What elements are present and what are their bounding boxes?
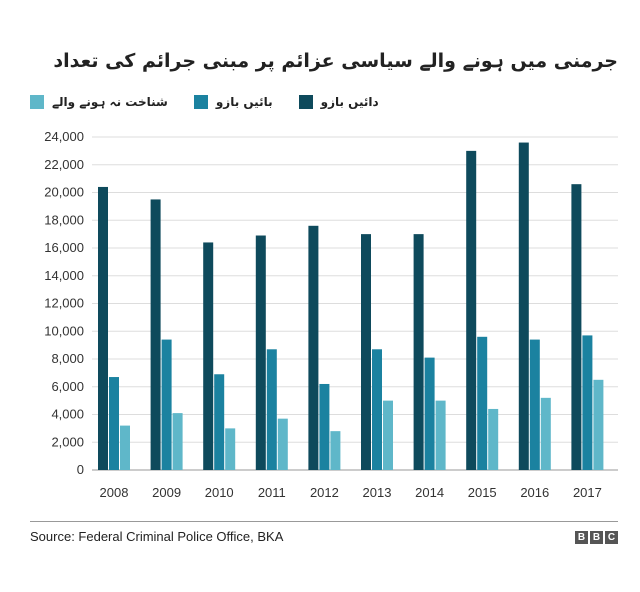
bar [150, 199, 161, 470]
bar [120, 425, 130, 470]
bar [518, 142, 529, 471]
x-tick-label: 2010 [205, 485, 234, 500]
x-tick-label: 2016 [520, 485, 549, 500]
bar [161, 339, 172, 470]
logo-letter: B [575, 531, 588, 544]
y-tick-label: 22,000 [44, 157, 84, 172]
bar [488, 408, 499, 470]
bar [98, 186, 108, 470]
bar [413, 234, 424, 470]
logo-letter: B [590, 531, 603, 544]
bar [571, 184, 582, 471]
legend-item-left-wing: بائیں بازو [193, 92, 273, 112]
chart-title: جرمنی میں ہونے والے سیاسی عزائم پر مبنی … [53, 50, 618, 72]
x-tick-label: 2014 [415, 485, 444, 500]
bar [172, 413, 183, 470]
y-tick-label: 18,000 [44, 212, 84, 227]
bar [424, 357, 435, 470]
bar [203, 242, 214, 470]
bar [266, 349, 277, 470]
x-tick-label: 2008 [100, 485, 129, 500]
legend-item-right-wing: دائیں بازو [298, 92, 379, 112]
legend-swatch-unidentified [30, 95, 44, 109]
y-tick-label: 8,000 [51, 351, 84, 366]
legend-swatch-right-wing [298, 95, 313, 109]
bar-chart: 0 2,000 4,000 6,000 8,000 10,000 12,000 14,000 1… [44, 129, 618, 500]
legend-label-right-wing: دائیں بازو [320, 95, 379, 109]
bar [109, 377, 119, 470]
bar [277, 418, 288, 470]
bar [225, 428, 236, 470]
bar [255, 235, 266, 470]
bar [372, 349, 382, 470]
bar [214, 374, 225, 470]
source-text: Source: Federal Criminal Police Office, … [30, 529, 284, 544]
bar [466, 150, 477, 470]
bar [435, 400, 446, 470]
x-tick-label: 2009 [152, 485, 181, 500]
bbc-logo: B B C [575, 531, 618, 544]
bar [330, 431, 341, 470]
y-tick-label: 12,000 [44, 296, 84, 311]
bar [477, 336, 488, 470]
bar [540, 397, 551, 470]
y-tick-label: 10,000 [44, 323, 84, 338]
bar [361, 234, 371, 470]
bar [383, 400, 393, 470]
y-tick-label: 20,000 [44, 185, 84, 200]
legend-item-unidentified: شناخت نہ ہونے والے [30, 92, 168, 112]
legend-swatch-left-wing [193, 95, 208, 109]
legend-label-unidentified: شناخت نہ ہونے والے [52, 95, 168, 109]
bar [593, 379, 604, 470]
x-tick-label: 2013 [363, 485, 392, 500]
bar [529, 339, 540, 470]
bar [582, 335, 593, 470]
y-tick-label: 16,000 [44, 240, 84, 255]
x-tick-label: 2012 [310, 485, 339, 500]
y-tick-label: 6,000 [51, 379, 84, 394]
source-divider [30, 521, 618, 522]
bar [308, 225, 319, 470]
legend-label-left-wing: بائیں بازو [215, 95, 273, 109]
y-tick-label: 14,000 [44, 268, 84, 283]
x-tick-label: 2017 [573, 485, 602, 500]
chart-legend: دائیں بازو بائیں بازو شناخت نہ ہونے والے [30, 92, 618, 112]
logo-letter: C [605, 531, 618, 544]
bar [319, 383, 330, 470]
y-tick-label: 24,000 [44, 129, 84, 144]
y-tick-label: 2,000 [51, 434, 84, 449]
x-tick-label: 2015 [468, 485, 497, 500]
x-tick-label: 2011 [258, 485, 286, 500]
y-tick-label: 0 [77, 462, 84, 477]
y-tick-label: 4,000 [51, 407, 84, 422]
